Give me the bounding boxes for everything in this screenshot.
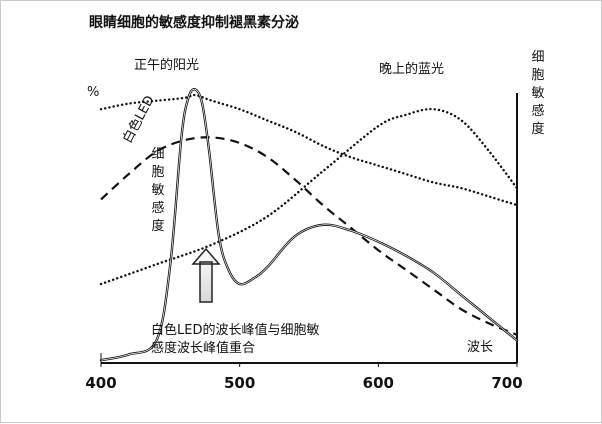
series-line-white-led-highlight [100,88,518,361]
up-arrow-icon [191,247,221,303]
x-tick-group: 400 500 600 700 [85,363,523,392]
vert-right-char-2: 敏 [531,86,544,101]
vert-right-char-4: 度 [531,121,544,137]
vert-cell-char-4: 度 [151,218,164,234]
vert-cell-char-3: 感 [151,200,164,216]
series-line-blue-evening [99,107,519,286]
annotation-note-line1: 白色LED的波长峰值与细胞敏 [151,322,319,338]
series-line-sunlight [99,93,519,207]
vert-cell-char-0: 细 [151,147,164,162]
annotation-wavelength: 波长 [467,340,493,355]
series-group [99,88,519,362]
annotation-blue-evening: 晚上的蓝光 [379,61,444,77]
vert-right-char-0: 细 [531,50,544,65]
x-tick-label-500: 500 [224,374,255,392]
annotation-note-line2: 感度波长峰值重合 [151,340,255,356]
x-tick-label-600: 600 [363,374,394,392]
series-line-cell-sensitivity [100,136,518,336]
vert-right-char-1: 胞 [531,68,544,83]
vert-cell-char-2: 敏 [151,183,164,198]
y-axis-percent-label: % [87,85,99,100]
annotation-sunlight: 正午的阳光 [134,57,199,73]
annotation-white-led: 白色LED [119,93,157,146]
x-tick-label-400: 400 [85,374,116,392]
vert-cell-char-1: 胞 [151,165,164,180]
vert-right-char-3: 感 [531,103,544,119]
x-tick-label-700: 700 [491,374,522,392]
chart-title: 眼睛细胞的敏感度抑制褪黑素分泌 [89,14,299,31]
